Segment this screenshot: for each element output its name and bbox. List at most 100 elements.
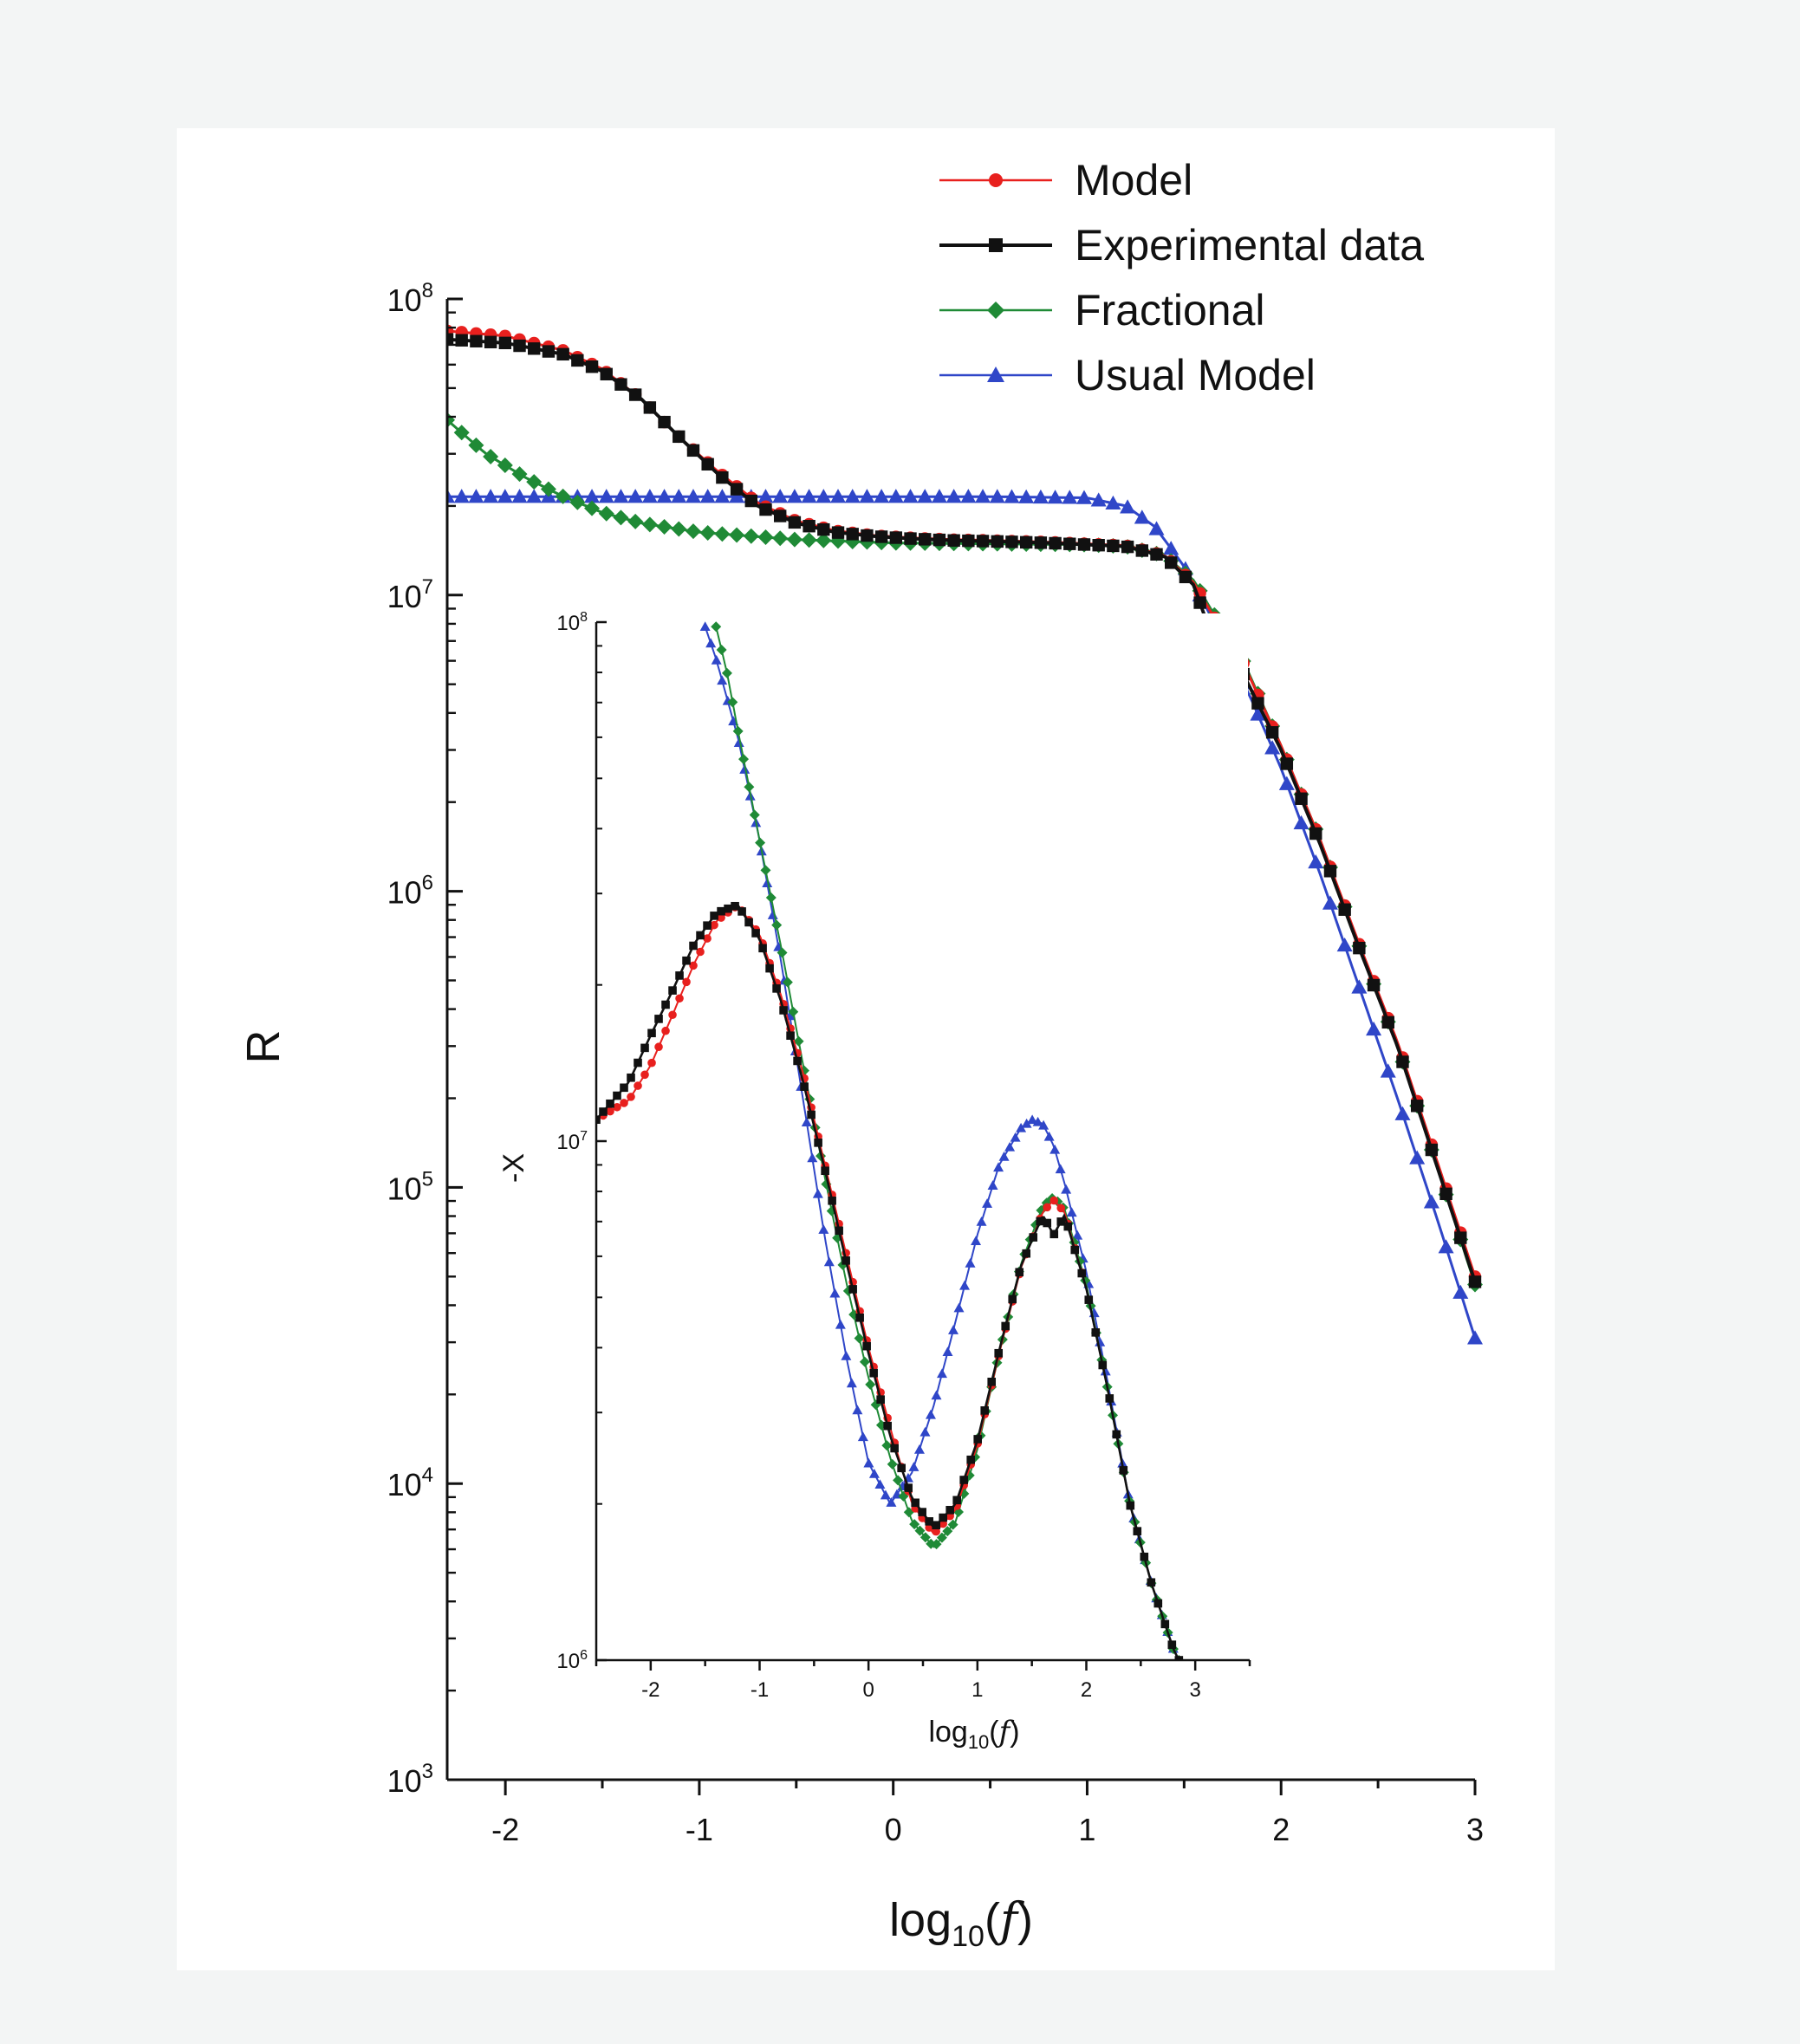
marker-fractional	[881, 1440, 893, 1451]
marker-fractional	[738, 754, 750, 765]
marker-usual	[1308, 854, 1324, 869]
marker-experimental	[682, 956, 691, 965]
marker-model	[634, 1081, 642, 1090]
marker-experimental	[1135, 544, 1149, 557]
marker-fractional	[656, 518, 673, 535]
marker-fractional	[865, 1379, 876, 1390]
marker-experimental	[1179, 570, 1192, 584]
marker-usual	[453, 489, 470, 503]
marker-usual	[1452, 1284, 1469, 1299]
marker-usual	[953, 1302, 965, 1313]
marker-usual	[931, 1390, 942, 1400]
marker-experimental	[1049, 1230, 1059, 1239]
marker-fractional	[685, 523, 701, 540]
marker-experimental	[932, 533, 946, 547]
marker-experimental	[758, 944, 767, 953]
marker-fractional	[909, 1519, 920, 1530]
marker-experimental	[874, 530, 888, 543]
x-tick-label: 3	[1466, 1812, 1484, 1847]
marker-usual	[671, 489, 687, 503]
marker-usual	[1049, 1144, 1061, 1154]
marker-experimental	[1015, 1268, 1024, 1277]
legend-item-model: Model	[939, 156, 1192, 204]
marker-usual	[685, 489, 701, 503]
marker-usual	[1032, 1116, 1043, 1126]
marker-usual	[859, 489, 875, 503]
marker-experimental	[919, 533, 932, 546]
marker-experimental	[1008, 1295, 1017, 1304]
inset-chart: -2 -1 0 1 2 3 106 107 108 log10(f) -X	[497, 610, 1251, 1753]
marker-experimental	[962, 534, 975, 548]
marker-fractional	[627, 513, 644, 529]
marker-experimental	[862, 1341, 871, 1351]
x-tick-label: 2	[1272, 1812, 1290, 1847]
marker-usual	[1032, 489, 1049, 504]
marker-usual	[874, 1479, 886, 1489]
marker-experimental	[1077, 1269, 1087, 1278]
marker-experimental	[1034, 536, 1048, 549]
legend-item-experimental: Experimental data	[939, 221, 1424, 269]
marker-experimental	[513, 339, 526, 353]
marker-fractional	[732, 725, 744, 736]
marker-experimental	[1133, 1527, 1142, 1535]
x-tick-label: -2	[491, 1812, 519, 1847]
marker-model	[1056, 1204, 1066, 1213]
marker-usual	[844, 489, 861, 503]
y-tick-label: 107	[556, 1129, 588, 1154]
marker-fractional	[468, 437, 484, 453]
marker-usual	[1380, 1063, 1396, 1078]
marker-usual	[1394, 1106, 1411, 1120]
marker-usual	[830, 489, 847, 503]
marker-usual	[1066, 1207, 1077, 1217]
marker-experimental	[821, 1166, 829, 1176]
marker-fractional	[926, 1538, 937, 1549]
marker-experimental	[675, 971, 684, 980]
marker-experimental	[1140, 1552, 1149, 1561]
marker-experimental	[1160, 1619, 1170, 1629]
marker-experimental	[848, 1285, 857, 1294]
marker-usual	[1027, 1114, 1038, 1125]
marker-experimental	[1043, 1218, 1052, 1228]
marker-experimental	[744, 918, 753, 927]
marker-experimental	[1022, 1249, 1031, 1258]
marker-experimental	[835, 1226, 843, 1236]
marker-fractional	[859, 1356, 870, 1367]
marker-experimental	[889, 531, 903, 544]
marker-experimental	[1005, 535, 1018, 548]
marker-experimental	[1280, 757, 1294, 770]
marker-fractional	[786, 531, 803, 548]
marker-usual	[1090, 492, 1107, 507]
inset-x-axis-title: log10(f)	[928, 1715, 1019, 1753]
marker-usual	[917, 489, 933, 503]
marker-experimental	[1381, 1016, 1394, 1029]
marker-usual	[1264, 740, 1281, 755]
marker-fractional	[952, 1507, 964, 1518]
marker-usual	[1055, 1164, 1066, 1174]
marker-usual	[1163, 541, 1179, 555]
marker-fractional	[771, 919, 783, 931]
marker-fractional	[782, 977, 793, 988]
marker-experimental	[1410, 1100, 1424, 1113]
marker-experimental	[717, 906, 725, 916]
marker-usual	[1062, 490, 1078, 504]
marker-fractional	[757, 529, 774, 546]
inset-background	[589, 613, 1248, 1636]
marker-experimental	[661, 1000, 670, 1009]
marker-usual	[886, 1497, 897, 1507]
marker-experimental	[1295, 792, 1308, 805]
marker-experimental	[447, 333, 454, 346]
marker-usual	[919, 1426, 931, 1437]
marker-experimental	[701, 457, 714, 471]
marker-experimental	[1425, 1143, 1439, 1157]
marker-usual	[816, 489, 832, 503]
marker-experimental	[585, 360, 599, 373]
legend-label-experimental: Experimental data	[1075, 221, 1424, 269]
marker-experimental	[1112, 1430, 1121, 1439]
marker-experimental	[918, 1508, 926, 1516]
marker-usual	[627, 489, 644, 503]
marker-experimental	[1092, 539, 1105, 552]
marker-fractional	[699, 525, 716, 542]
marker-experimental	[1063, 537, 1076, 550]
marker-experimental	[1251, 697, 1264, 710]
marker-fractional	[936, 1532, 947, 1543]
